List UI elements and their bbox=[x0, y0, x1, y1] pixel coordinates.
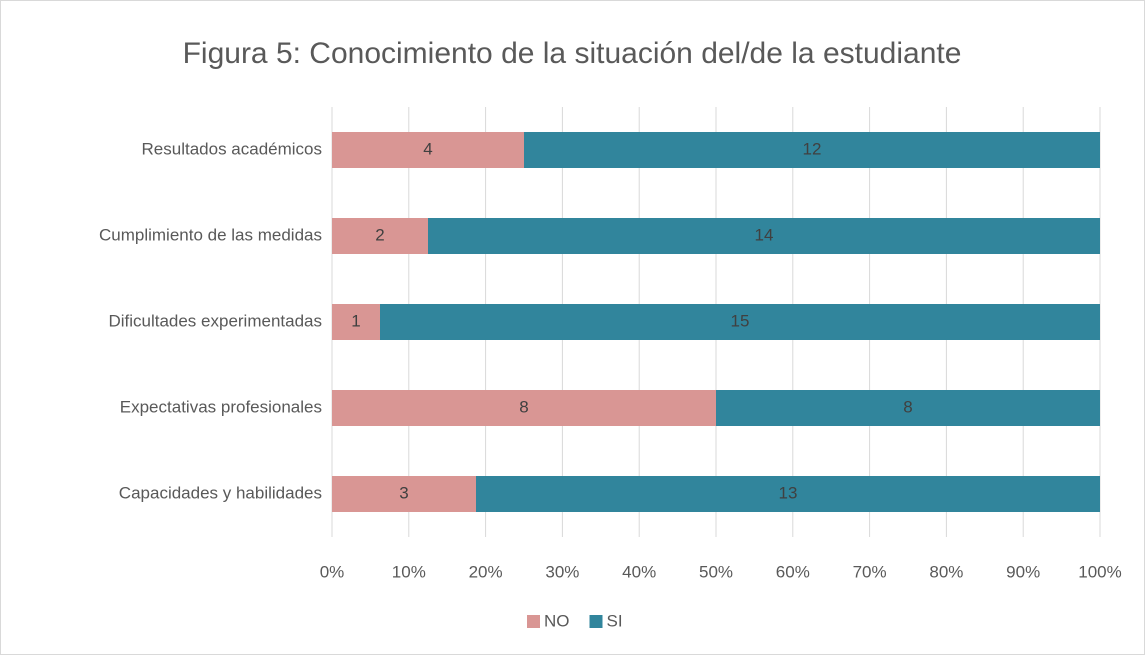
y-tick-label: Resultados académicos bbox=[142, 139, 322, 158]
x-tick-label: 80% bbox=[929, 562, 963, 581]
x-tick-label: 50% bbox=[699, 562, 733, 581]
data-label: 4 bbox=[423, 139, 432, 158]
y-tick-label: Capacidades y habilidades bbox=[119, 483, 322, 502]
y-tick-label: Dificultades experimentadas bbox=[108, 311, 322, 330]
bar-segment bbox=[524, 132, 1100, 168]
x-tick-label: 70% bbox=[853, 562, 887, 581]
data-label: 12 bbox=[803, 139, 822, 158]
bar-segment bbox=[332, 218, 428, 254]
x-tick-label: 40% bbox=[622, 562, 656, 581]
data-label: 8 bbox=[903, 397, 912, 416]
legend-swatch bbox=[589, 615, 603, 628]
data-label: 14 bbox=[755, 225, 774, 244]
data-label: 15 bbox=[731, 311, 750, 330]
bar-segment bbox=[332, 390, 716, 426]
data-label: 3 bbox=[399, 483, 408, 502]
x-tick-label: 90% bbox=[1006, 562, 1040, 581]
bar-segment bbox=[332, 304, 380, 340]
x-tick-label: 60% bbox=[776, 562, 810, 581]
bar-segment bbox=[716, 390, 1100, 426]
bar-segment bbox=[380, 304, 1100, 340]
data-label: 2 bbox=[375, 225, 384, 244]
x-tick-label: 100% bbox=[1078, 562, 1121, 581]
legend-label: NO bbox=[544, 611, 570, 630]
y-tick-label: Cumplimiento de las medidas bbox=[99, 225, 322, 244]
x-tick-label: 30% bbox=[545, 562, 579, 581]
x-tick-label: 0% bbox=[320, 562, 345, 581]
data-label: 13 bbox=[779, 483, 798, 502]
data-label: 1 bbox=[351, 311, 360, 330]
y-tick-label: Expectativas profesionales bbox=[120, 397, 322, 416]
legend-swatch bbox=[527, 615, 540, 628]
x-tick-label: 20% bbox=[469, 562, 503, 581]
bar-segment bbox=[332, 132, 524, 168]
chart-title: Figura 5: Conocimiento de la situación d… bbox=[183, 37, 962, 70]
legend-label: SI bbox=[607, 611, 623, 630]
bar-segment bbox=[476, 476, 1100, 512]
bar-segment bbox=[332, 476, 476, 512]
data-label: 8 bbox=[519, 397, 528, 416]
bar-segment bbox=[428, 218, 1100, 254]
x-tick-label: 10% bbox=[392, 562, 426, 581]
